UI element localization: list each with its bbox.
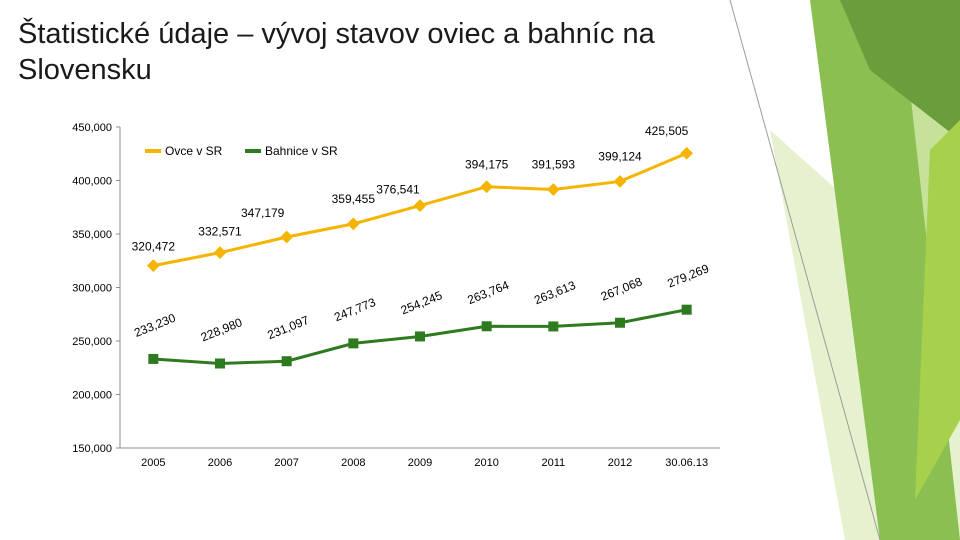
data-label: 347,179 — [241, 206, 285, 220]
x-tick-label: 2011 — [542, 457, 566, 469]
x-tick-label: 2006 — [208, 457, 232, 469]
data-point — [480, 180, 494, 194]
deco-line — [729, 0, 881, 540]
data-label: 279,269 — [665, 261, 711, 290]
data-label: 359,455 — [332, 192, 376, 206]
data-point — [681, 304, 692, 315]
data-point — [146, 259, 160, 272]
data-label: 247,773 — [332, 295, 378, 324]
data-point — [548, 321, 559, 332]
y-tick-label: 200,000 — [72, 390, 112, 402]
data-label: 267,068 — [599, 274, 645, 303]
data-point — [348, 338, 359, 349]
data-point — [215, 358, 225, 369]
x-axis-ticks: 2005 2006 2007 2008 2009 2010 2011 2012 30.06.13 — [141, 457, 708, 469]
legend-label: Ovce v SR — [165, 144, 223, 158]
data-point — [680, 146, 694, 160]
data-label: 425,505 — [645, 124, 689, 138]
data-point — [481, 321, 492, 332]
y-tick-label: 150,000 — [72, 443, 112, 455]
data-label: 228,980 — [199, 315, 245, 344]
data-label: 263,764 — [465, 278, 511, 307]
y-tick-label: 350,000 — [72, 229, 112, 241]
y-tick-label: 250,000 — [72, 336, 112, 348]
data-point — [613, 175, 627, 188]
deco-bright-panel — [915, 120, 960, 500]
data-label: 399,124 — [598, 149, 642, 163]
chart-series — [146, 146, 694, 369]
y-axis-ticks: 450,000 400,000 350,000 300,000 250,000 200,0… — [72, 122, 120, 455]
deco-dark-panel — [840, 0, 960, 140]
data-label: 231,097 — [265, 313, 311, 342]
legend-label: Bahnice v SR — [265, 144, 338, 158]
data-label: 254,245 — [399, 288, 445, 317]
data-label: 233,230 — [132, 311, 178, 340]
x-tick-label: 2012 — [608, 457, 632, 469]
data-point — [280, 230, 294, 244]
y-tick-label: 300,000 — [72, 283, 112, 295]
x-tick-label: 2008 — [341, 457, 365, 469]
x-tick-label: 2009 — [408, 457, 432, 469]
data-label: 263,613 — [532, 278, 578, 307]
data-point — [281, 356, 292, 367]
slide-title: Štatistické údaje – vývoj stavov oviec a… — [18, 18, 655, 86]
data-label: 391,593 — [532, 157, 576, 171]
y-tick-label: 450,000 — [72, 122, 112, 134]
y-tick-label: 400,000 — [72, 176, 112, 188]
chart-legend: Ovce v SR Bahnice v SR — [145, 144, 338, 158]
data-point — [413, 199, 427, 212]
x-tick-label: 2007 — [274, 457, 298, 469]
data-label: 332,571 — [198, 225, 242, 239]
x-tick-label: 30.06.13 — [665, 457, 708, 469]
x-tick-label: 2005 — [141, 457, 165, 469]
data-point — [415, 331, 425, 342]
data-point — [213, 246, 227, 260]
data-label: 394,175 — [465, 158, 509, 172]
data-point — [148, 353, 159, 364]
data-point — [546, 183, 560, 196]
data-point — [346, 217, 360, 231]
x-tick-label: 2010 — [474, 457, 498, 469]
data-label: 320,472 — [132, 240, 176, 254]
data-label: 376,541 — [376, 183, 420, 197]
data-point — [615, 317, 625, 328]
